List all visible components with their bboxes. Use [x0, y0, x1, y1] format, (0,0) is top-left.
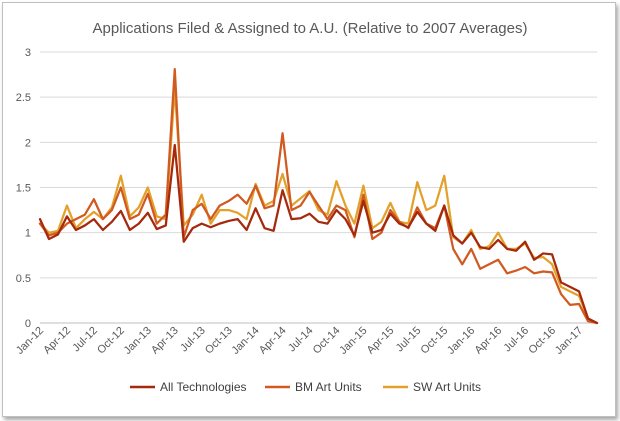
series-lines — [38, 68, 599, 325]
series-line — [38, 143, 599, 325]
legend-label: SW Art Units — [413, 380, 481, 394]
series-line — [38, 68, 599, 325]
y-tick-label: 2.5 — [16, 92, 31, 104]
x-tick-label: Oct-13 — [203, 325, 235, 357]
x-tick-label: Jul-12 — [70, 325, 100, 355]
x-tick-label: Apr-14 — [257, 325, 289, 357]
y-tick-label: 1.5 — [16, 183, 31, 195]
x-tick-label: Jan-14 — [229, 325, 261, 357]
x-tick-label: Oct-12 — [95, 325, 127, 357]
x-tick-label: Apr-13 — [149, 325, 181, 357]
x-tick-label: Jan-13 — [122, 325, 154, 357]
legend-label: BM Art Units — [295, 380, 362, 394]
y-tick-label: 2 — [25, 137, 31, 149]
x-tick-label: Jan-17 — [553, 325, 585, 357]
chart-frame — [2, 2, 616, 417]
series-line — [38, 87, 599, 325]
x-tick-label: Oct-16 — [526, 325, 558, 357]
y-tick-label: 1 — [25, 228, 31, 240]
y-axis: 0 0.5 1 1.5 2 2.5 3 — [16, 47, 31, 330]
chart-title: Applications Filed & Assigned to A.U. (R… — [93, 20, 528, 37]
x-tick-label: Jul-13 — [178, 325, 208, 355]
x-tick-label: Jan-15 — [337, 325, 369, 357]
x-tick-label: Jul-15 — [394, 325, 424, 355]
x-tick-label: Oct-15 — [419, 325, 451, 357]
x-axis: Jan-12Apr-12Jul-12Oct-12Jan-13Apr-13Jul-… — [14, 325, 585, 357]
x-tick-label: Jul-16 — [502, 325, 532, 355]
x-tick-label: Apr-15 — [365, 325, 397, 357]
legend-label: All Technologies — [160, 380, 247, 394]
x-tick-label: Apr-16 — [472, 325, 504, 357]
gridlines — [40, 51, 597, 324]
y-tick-label: 0.5 — [16, 273, 31, 285]
x-tick-label: Jan-16 — [445, 325, 477, 357]
x-tick-label: Apr-12 — [41, 325, 73, 357]
y-tick-label: 0 — [25, 318, 31, 330]
legend: All Technologies BM Art Units SW Art Units — [130, 380, 481, 394]
x-tick-label: Jul-14 — [286, 325, 316, 355]
x-tick-label: Oct-14 — [311, 325, 343, 357]
y-tick-label: 3 — [25, 47, 31, 59]
